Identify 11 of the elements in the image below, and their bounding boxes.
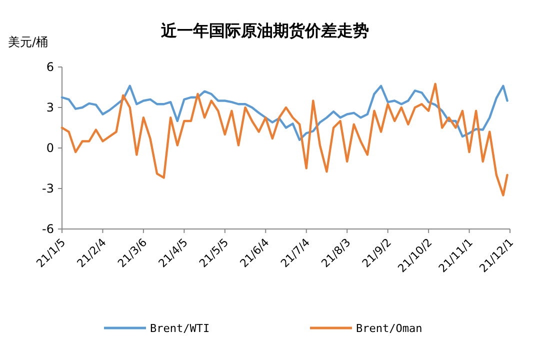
y-axis-title: 美元/桶 xyxy=(8,35,48,49)
y-tick-label: -3 xyxy=(42,182,54,196)
line-series xyxy=(60,84,508,141)
legend-label: Brent/Oman xyxy=(356,322,422,335)
legend-label: Brent/WTI xyxy=(150,322,210,335)
line-series xyxy=(60,82,508,196)
y-tick-label: -6 xyxy=(42,222,54,236)
y-tick-label: 3 xyxy=(46,100,54,114)
chart-title: 近一年国际原油期货价差走势 xyxy=(160,21,369,40)
y-tick-label: 0 xyxy=(46,141,54,155)
y-tick-label: 6 xyxy=(46,60,54,74)
